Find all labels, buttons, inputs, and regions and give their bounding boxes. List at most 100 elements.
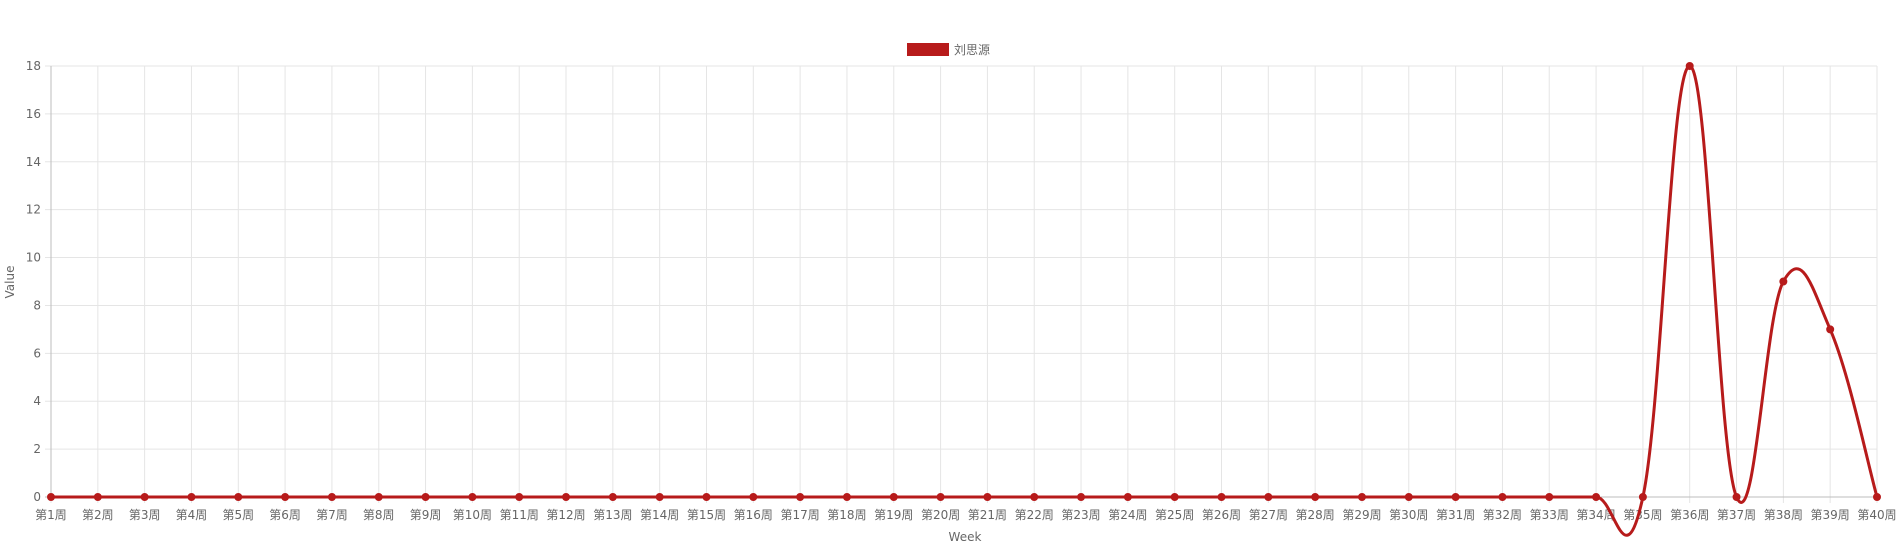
x-tick-label: 第17周 — [780, 508, 819, 522]
y-tick-label: 16 — [26, 107, 41, 121]
x-tick-label: 第31周 — [1436, 508, 1475, 522]
x-tick-label: 第9周 — [410, 508, 442, 522]
x-tick-label: 第7周 — [316, 508, 348, 522]
data-point — [1404, 493, 1413, 501]
data-point — [1498, 493, 1507, 501]
data-point — [1779, 277, 1788, 286]
x-tick-label: 第38周 — [1764, 508, 1803, 522]
legend-label: 刘思源 — [954, 43, 990, 57]
data-point — [1685, 62, 1694, 70]
x-tick-label: 第33周 — [1530, 508, 1569, 522]
x-tick-label: 第4周 — [176, 508, 208, 522]
x-tick-label: 第29周 — [1342, 508, 1381, 522]
data-point — [1170, 493, 1179, 501]
x-tick-label: 第40周 — [1857, 508, 1896, 522]
y-axis-title: Value — [3, 266, 17, 299]
y-tick-label: 8 — [33, 298, 41, 312]
data-point — [749, 493, 758, 501]
data-point — [1030, 493, 1039, 501]
x-tick-label: 第8周 — [363, 508, 395, 522]
y-tick-label: 14 — [26, 155, 41, 169]
x-tick-label: 第25周 — [1155, 508, 1194, 522]
data-point — [842, 493, 851, 501]
x-tick-label: 第15周 — [687, 508, 726, 522]
x-tick-label: 第13周 — [593, 508, 632, 522]
x-tick-label: 第26周 — [1202, 508, 1241, 522]
data-point — [1826, 325, 1835, 334]
data-point — [1638, 493, 1647, 501]
data-point — [608, 493, 617, 501]
data-point — [234, 493, 243, 501]
x-tick-label: 第23周 — [1061, 508, 1100, 522]
data-point — [1732, 493, 1741, 501]
x-tick-label: 第10周 — [453, 508, 492, 522]
x-tick-label: 第16周 — [734, 508, 773, 522]
data-point — [983, 493, 992, 501]
data-point — [889, 493, 898, 501]
data-point — [47, 493, 55, 501]
legend[interactable]: 刘思源 — [907, 43, 990, 57]
x-tick-label: 第37周 — [1717, 508, 1756, 522]
y-tick-label: 10 — [26, 251, 41, 265]
x-tick-label: 第30周 — [1389, 508, 1428, 522]
data-point — [281, 493, 290, 501]
x-tick-label: 第28周 — [1296, 508, 1335, 522]
y-tick-label: 4 — [33, 394, 41, 408]
x-tick-label: 第2周 — [82, 508, 114, 522]
x-tick-label: 第1周 — [35, 508, 67, 522]
y-tick-label: 0 — [33, 490, 41, 504]
data-point — [468, 493, 477, 501]
data-point — [1451, 493, 1460, 501]
data-point — [515, 493, 524, 501]
data-point — [1592, 493, 1601, 501]
x-tick-label: 第12周 — [546, 508, 585, 522]
x-tick-label: 第21周 — [968, 508, 1007, 522]
data-point — [187, 493, 196, 501]
data-point — [1357, 493, 1366, 501]
data-point — [374, 493, 383, 501]
data-point — [421, 493, 430, 501]
data-point — [702, 493, 711, 501]
x-tick-label: 第34周 — [1576, 508, 1615, 522]
data-point — [1545, 493, 1554, 501]
x-tick-label: 第6周 — [269, 508, 301, 522]
y-tick-label: 2 — [33, 442, 41, 456]
x-tick-label: 第36周 — [1670, 508, 1709, 522]
data-point — [562, 493, 571, 501]
data-point — [655, 493, 664, 501]
y-tick-label: 12 — [26, 203, 41, 217]
x-axis-title: Week — [949, 530, 982, 544]
x-tick-label: 第20周 — [921, 508, 960, 522]
axes: 第1周 第2周 第3周 第4周 第5周 第6周 第7周 第8周 第9周 第10周 第11周 第12周第… — [26, 59, 1897, 522]
data-point — [93, 493, 102, 501]
legend-swatch — [907, 43, 949, 56]
data-point — [1123, 493, 1132, 501]
x-tick-label: 第39周 — [1811, 508, 1850, 522]
series-line — [51, 64, 1879, 537]
data-point — [140, 493, 149, 501]
series — [47, 62, 1881, 537]
x-tick-label: 第3周 — [129, 508, 161, 522]
grid — [45, 65, 1878, 503]
x-tick-label: 第14周 — [640, 508, 679, 522]
y-tick-label: 6 — [33, 346, 41, 360]
data-point — [1873, 493, 1881, 501]
y-tick-label: 18 — [26, 59, 41, 73]
x-tick-label: 第5周 — [222, 508, 254, 522]
x-tick-label: 第18周 — [827, 508, 866, 522]
data-point — [796, 493, 805, 501]
data-point — [1311, 493, 1320, 501]
x-tick-label: 第24周 — [1108, 508, 1147, 522]
data-point — [936, 493, 945, 501]
data-point — [327, 493, 336, 501]
data-point — [1217, 493, 1226, 501]
x-tick-label: 第35周 — [1623, 508, 1662, 522]
x-tick-label: 第27周 — [1249, 508, 1288, 522]
data-point — [1264, 493, 1273, 501]
x-tick-label: 第32周 — [1483, 508, 1522, 522]
x-tick-label: 第22周 — [1015, 508, 1054, 522]
x-tick-label: 第11周 — [500, 508, 539, 522]
x-tick-label: 第19周 — [874, 508, 913, 522]
